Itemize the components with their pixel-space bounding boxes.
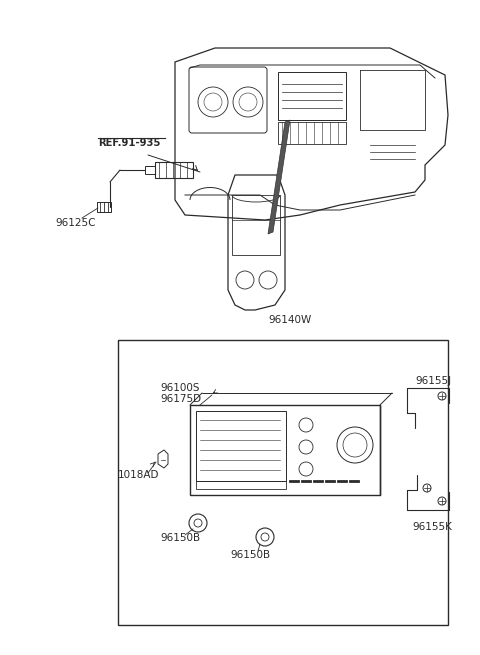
Text: 96155J: 96155J xyxy=(415,376,451,386)
Bar xyxy=(196,481,286,489)
Text: 96175D: 96175D xyxy=(160,394,201,404)
Text: 96100S: 96100S xyxy=(160,383,200,393)
Polygon shape xyxy=(268,120,290,234)
Bar xyxy=(278,122,346,144)
Text: 96155K: 96155K xyxy=(412,522,452,532)
Text: 96140W: 96140W xyxy=(268,315,311,325)
Bar xyxy=(278,72,346,120)
Bar xyxy=(190,405,380,495)
Text: 1018AD: 1018AD xyxy=(118,470,159,480)
Bar xyxy=(155,162,193,178)
Text: 96150B: 96150B xyxy=(230,550,270,560)
Bar xyxy=(145,166,155,174)
Text: 96125C: 96125C xyxy=(55,218,96,228)
Bar xyxy=(118,340,448,625)
Bar xyxy=(97,202,111,212)
Text: REF.91-935: REF.91-935 xyxy=(98,138,160,148)
Text: 96150B: 96150B xyxy=(160,533,200,543)
Bar xyxy=(196,411,286,481)
